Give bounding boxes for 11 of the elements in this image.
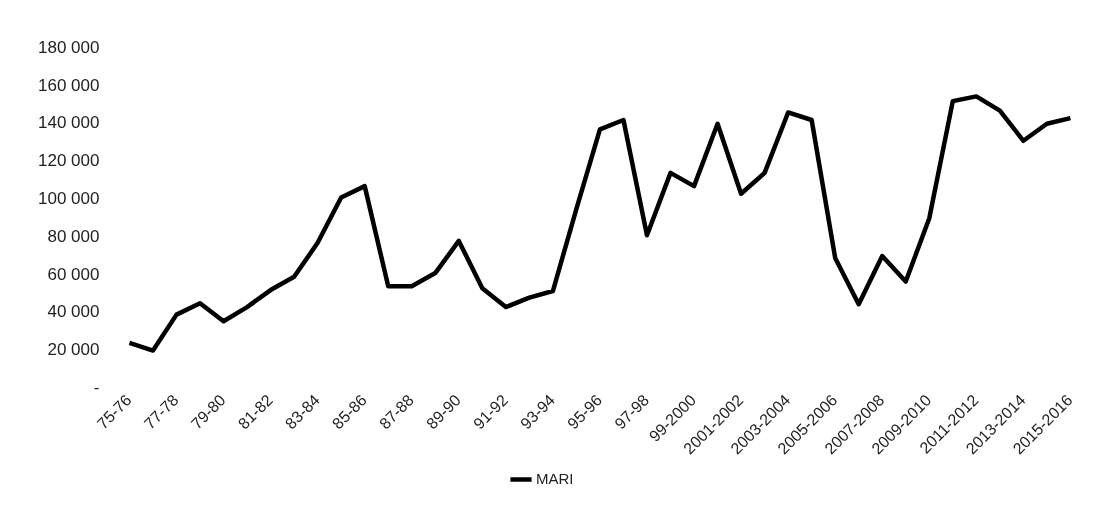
y-tick-label: 20 000 [47,340,100,360]
y-tick-label: 60 000 [47,264,100,284]
y-tick-label: 160 000 [38,75,100,95]
y-tick-label: 120 000 [38,151,100,171]
y-tick-label: - [93,378,100,398]
y-tick-label: 80 000 [47,226,100,246]
y-tick-label: 180 000 [38,37,100,57]
y-tick-label: 100 000 [38,189,100,209]
legend-label: MARI [536,469,574,487]
y-tick-label: 140 000 [38,113,100,133]
y-tick-label: 40 000 [47,302,100,322]
